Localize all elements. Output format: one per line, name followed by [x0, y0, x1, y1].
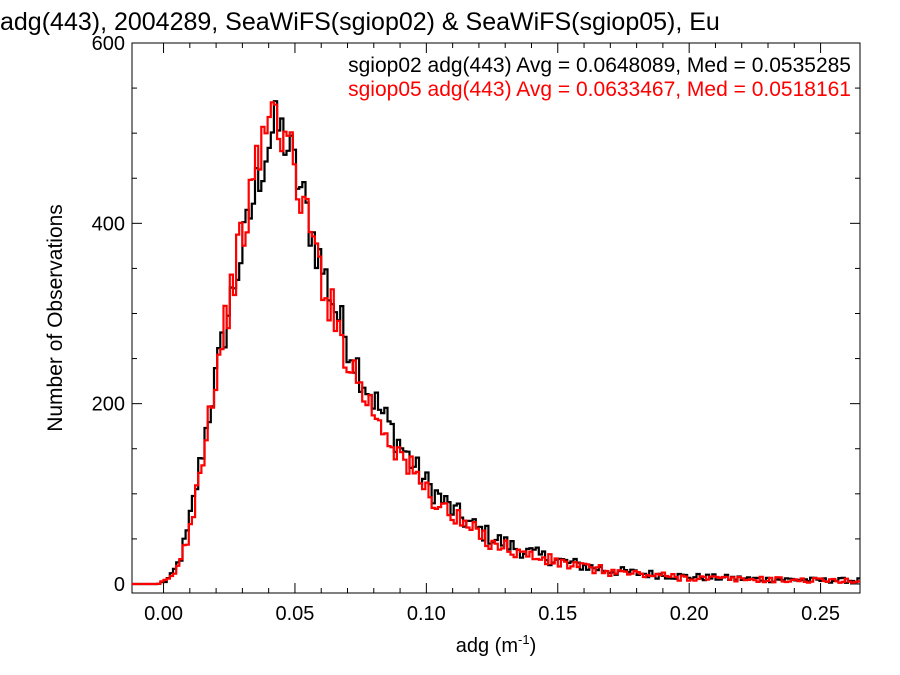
y-tick-label: 400 — [92, 213, 125, 235]
y-axis-ticks: 0 200 400 600 — [92, 33, 860, 596]
x-tick-label: 0.10 — [407, 603, 446, 625]
x-tick-label: 0.05 — [275, 603, 314, 625]
x-tick-label: 0.25 — [801, 603, 840, 625]
y-axis-label: Number of Observations — [44, 204, 67, 432]
x-tick-label: 0.15 — [538, 603, 577, 625]
chart-title: adg(443), 2004289, SeaWiFS(sgiop02) & Se… — [0, 8, 720, 36]
x-axis-label-close: ) — [530, 635, 537, 657]
series-sgiop02-line — [132, 100, 860, 586]
x-tick-label: 0.00 — [144, 603, 183, 625]
x-axis-ticks: 0.00 0.05 0.10 0.15 0.20 0.25 — [144, 43, 840, 625]
plot-frame — [131, 42, 861, 594]
y-tick-label: 200 — [92, 394, 125, 416]
y-tick-label: 600 — [92, 33, 125, 55]
y-tick-label: 0 — [114, 574, 125, 596]
series-sgiop05-line — [132, 101, 860, 586]
x-axis-label-text: adg (m — [456, 635, 518, 657]
legend-entry-sgiop02: sgiop02 adg(443) Avg = 0.0648089, Med = … — [348, 54, 851, 77]
legend-entry-sgiop05: sgiop05 adg(443) Avg = 0.0633467, Med = … — [348, 78, 851, 101]
x-axis-label: adg (m-1) — [456, 632, 536, 657]
x-tick-label: 0.20 — [670, 603, 709, 625]
x-axis-label-superscript: -1 — [518, 632, 530, 647]
series-layer — [132, 100, 860, 586]
